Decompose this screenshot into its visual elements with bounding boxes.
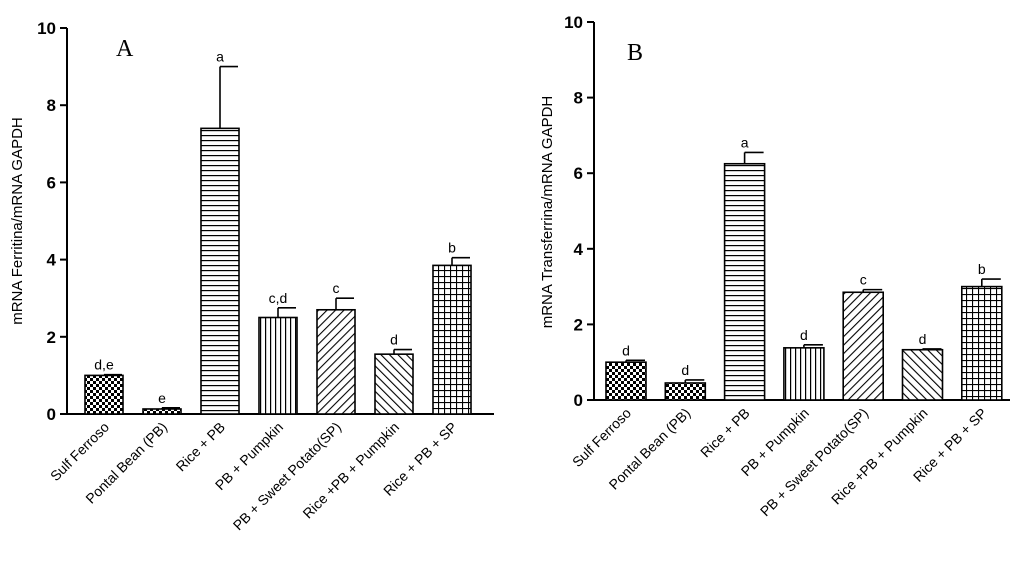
x-tick-label: Rice + PB (697, 405, 753, 461)
y-tick-label: 2 (574, 315, 583, 334)
significance-letter: b (978, 261, 986, 277)
significance-letter: c,d (269, 290, 288, 306)
significance-letter: c (333, 280, 340, 296)
y-tick-label: 8 (574, 89, 583, 108)
significance-letter: d (919, 331, 927, 347)
y-tick-label: 6 (47, 173, 56, 192)
x-tick-label: Rice +PB + Pumpkin (299, 419, 402, 522)
bar (142, 408, 182, 415)
chart-panel-b: 0 2 4 6 8 10 mRNA Transferrina/mRNA GAPDH Bd Sul… (539, 13, 1010, 519)
significance-letter: d (622, 342, 630, 358)
panel-label: A (116, 36, 134, 62)
bar (901, 348, 944, 401)
y-tick-label: 8 (47, 96, 56, 115)
bar (432, 264, 472, 415)
bar (316, 308, 356, 415)
bar (723, 162, 766, 401)
bar (783, 347, 825, 401)
x-tick-label: PB + Sweet Potato(SP) (757, 405, 871, 519)
bar (664, 382, 707, 401)
significance-letter: d (681, 362, 689, 378)
y-axis-label: mRNA Transferrina/mRNA GAPDH (539, 96, 556, 329)
x-tick-label: PB + Sweet Potato(SP) (230, 419, 344, 533)
significance-letter: d (390, 332, 398, 348)
significance-letter: c (860, 272, 867, 288)
panel-label: B (627, 40, 643, 66)
significance-letter: d,e (94, 357, 114, 373)
y-tick-label: 10 (564, 13, 583, 32)
bar (258, 316, 298, 415)
bar (842, 291, 885, 401)
bar (605, 361, 647, 401)
bar (84, 374, 124, 415)
significance-letter: e (158, 390, 166, 406)
bar (200, 127, 240, 415)
significance-letter: b (448, 240, 456, 256)
y-tick-label: 4 (47, 251, 57, 270)
x-tick-label: Sulf Ferroso (569, 405, 634, 470)
x-tick-label: Rice + PB (173, 419, 229, 475)
significance-letter: d (800, 327, 808, 343)
y-tick-label: 0 (574, 391, 583, 410)
y-tick-label: 6 (574, 164, 583, 183)
y-tick-label: 2 (47, 328, 56, 347)
y-tick-label: 0 (47, 405, 56, 424)
significance-letter: a (216, 49, 224, 65)
bar (960, 285, 1003, 401)
y-tick-label: 4 (574, 240, 584, 259)
significance-letter: a (741, 134, 749, 150)
y-tick-label: 10 (37, 19, 56, 38)
y-axis-label: mRNA Ferritina/mRNA GAPDH (9, 117, 26, 325)
bar (374, 353, 414, 415)
